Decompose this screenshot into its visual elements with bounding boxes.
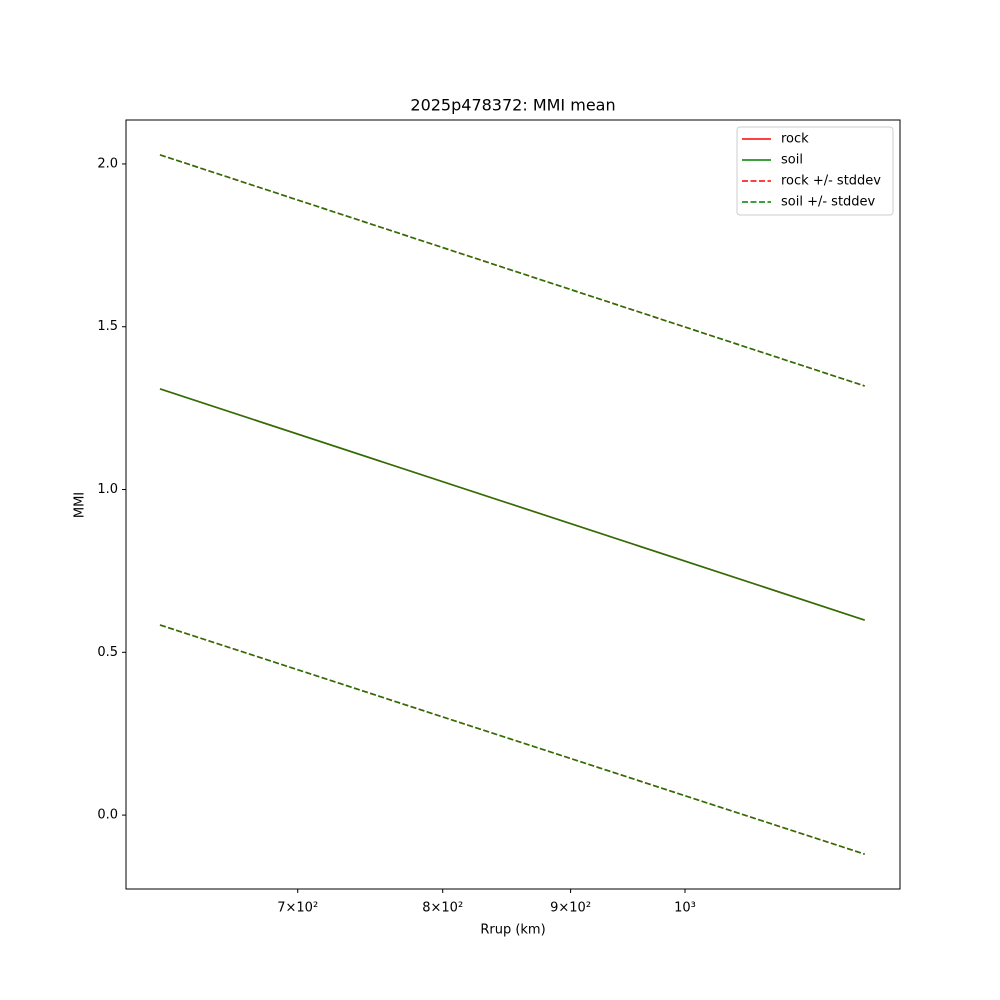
legend-label: rock +/- stddev <box>781 174 881 189</box>
y-axis-label: MMI <box>73 492 88 518</box>
x-tick-label: 8×10² <box>422 901 463 916</box>
y-tick-label: 0.0 <box>97 808 118 823</box>
y-tick-label: 0.5 <box>97 645 118 660</box>
y-tick-label: 1.5 <box>97 319 118 334</box>
legend-label: soil <box>781 153 803 168</box>
upper-stddev-line <box>159 154 865 387</box>
series-line <box>159 388 865 621</box>
x-axis-label: Rrup (km) <box>480 923 545 938</box>
x-tick-label: 7×10² <box>277 901 318 916</box>
y-tick-label: 1.0 <box>97 482 118 497</box>
legend-label: soil +/- stddev <box>781 195 876 210</box>
legend-box <box>736 126 894 216</box>
x-tick-label: 9×10² <box>550 901 591 916</box>
y-tick-label: 2.0 <box>97 156 118 171</box>
lower-stddev-line <box>159 624 865 855</box>
plot-frame <box>125 119 901 890</box>
legend-label: rock <box>781 132 809 147</box>
chart-title: 2025p478372: MMI mean <box>410 96 615 115</box>
x-tick-label: 10³ <box>674 901 696 916</box>
